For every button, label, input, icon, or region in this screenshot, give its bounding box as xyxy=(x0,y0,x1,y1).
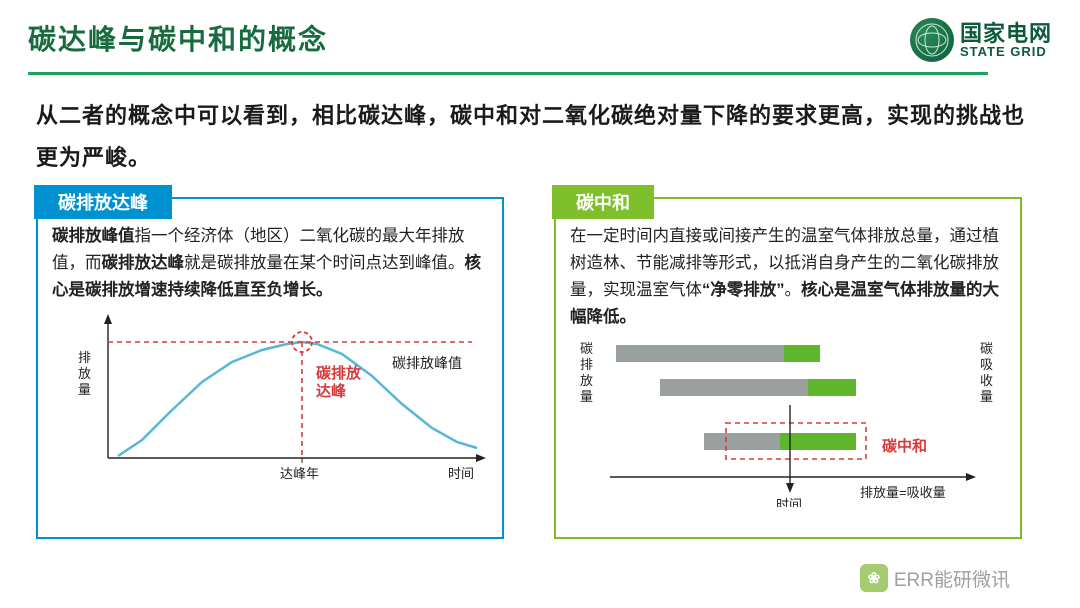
svg-text:量: 量 xyxy=(980,389,993,404)
svg-text:量: 量 xyxy=(580,389,593,404)
svg-text:碳中和: 碳中和 xyxy=(882,437,927,455)
svg-text:放: 放 xyxy=(580,373,593,388)
page-title: 碳达峰与碳中和的概念 xyxy=(28,18,890,58)
svg-text:吸: 吸 xyxy=(980,357,993,372)
svg-text:排: 排 xyxy=(78,350,91,365)
brand-name-en: STATE GRID xyxy=(960,45,1052,58)
svg-text:排: 排 xyxy=(580,357,593,372)
svg-text:放: 放 xyxy=(78,366,91,381)
svg-text:量: 量 xyxy=(78,382,91,397)
watermark: ❀ ERR能研微讯 xyxy=(860,564,1010,592)
left-panel-desc: 碳排放峰值指一个经济体（地区）二氧化碳的最大年排放值，而碳排放达峰就是碳排放量在… xyxy=(52,223,488,305)
svg-text:碳: 碳 xyxy=(580,341,593,356)
right-panel-desc: 在一定时间内直接或间接产生的温室气体排放总量，通过植树造林、节能减排等形式，以抵… xyxy=(570,223,1006,332)
svg-text:碳: 碳 xyxy=(980,341,993,356)
svg-text:收: 收 xyxy=(980,373,993,388)
title-underline xyxy=(28,72,988,75)
wechat-icon: ❀ xyxy=(860,564,888,592)
intro-text: 从二者的概念中可以看到，相比碳达峰，碳中和对二氧化碳绝对量下降的要求更高，实现的… xyxy=(36,95,1044,179)
brand-logo-icon xyxy=(910,18,954,62)
svg-text:时间: 时间 xyxy=(448,466,474,481)
svg-text:时间: 时间 xyxy=(776,497,802,507)
right-panel-tab: 碳中和 xyxy=(552,185,654,219)
right-panel: 在一定时间内直接或间接产生的温室气体排放总量，通过植树造林、节能减排等形式，以抵… xyxy=(554,197,1022,539)
svg-text:达峰年: 达峰年 xyxy=(280,466,319,481)
brand-name-cn: 国家电网 xyxy=(960,23,1052,45)
svg-text:排放量=吸收量: 排放量=吸收量 xyxy=(860,485,946,500)
svg-text:达峰: 达峰 xyxy=(316,382,347,400)
left-panel-tab: 碳排放达峰 xyxy=(34,185,172,219)
left-panel: 碳排放峰值指一个经济体（地区）二氧化碳的最大年排放值，而碳排放达峰就是碳排放量在… xyxy=(36,197,504,539)
brand-block: 国家电网 STATE GRID xyxy=(910,18,1052,62)
svg-text:碳排放: 碳排放 xyxy=(316,364,362,382)
peak-curve-chart: 排放量时间 达峰年 碳排放达峰 碳排放峰值 xyxy=(52,308,488,488)
svg-text:碳排放峰值: 碳排放峰值 xyxy=(392,355,462,371)
neutrality-bars-chart: 碳排放量碳吸收量碳中和时间排放量=吸收量 xyxy=(570,337,1006,507)
watermark-text: ERR能研微讯 xyxy=(894,565,1010,592)
